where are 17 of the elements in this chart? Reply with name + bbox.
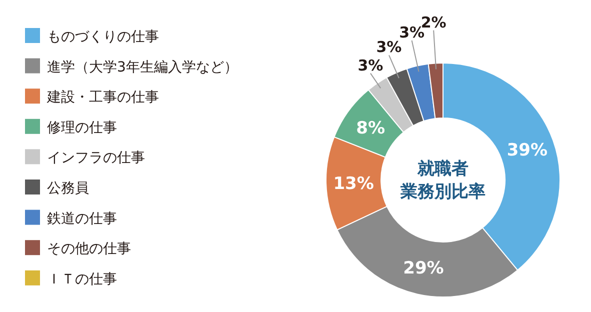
legend-label: 鉄道の仕事: [47, 210, 117, 227]
data-label: 39%: [506, 140, 548, 161]
legend-label: 建設・工事の仕事: [46, 90, 159, 106]
data-label: 3%: [376, 38, 402, 56]
legend-label: 進学（大学3年生編入学など）: [47, 59, 238, 76]
data-label: 29%: [403, 258, 444, 278]
legend-label: インフラの仕事: [47, 150, 145, 166]
legend-label: ものづくりの仕事: [47, 29, 159, 45]
text: 就職者業務別比率: [400, 159, 486, 202]
data-label: 13%: [333, 174, 374, 194]
legend-label: 修理の仕事: [47, 120, 117, 136]
legend-label: その他の仕事: [47, 241, 131, 258]
data-label: 2%: [420, 13, 446, 32]
legend-label: 公務員: [47, 180, 89, 196]
data-label: 3%: [358, 56, 384, 74]
data-label: 8%: [356, 118, 386, 138]
legend-label: ＩＴの仕事: [47, 271, 117, 288]
